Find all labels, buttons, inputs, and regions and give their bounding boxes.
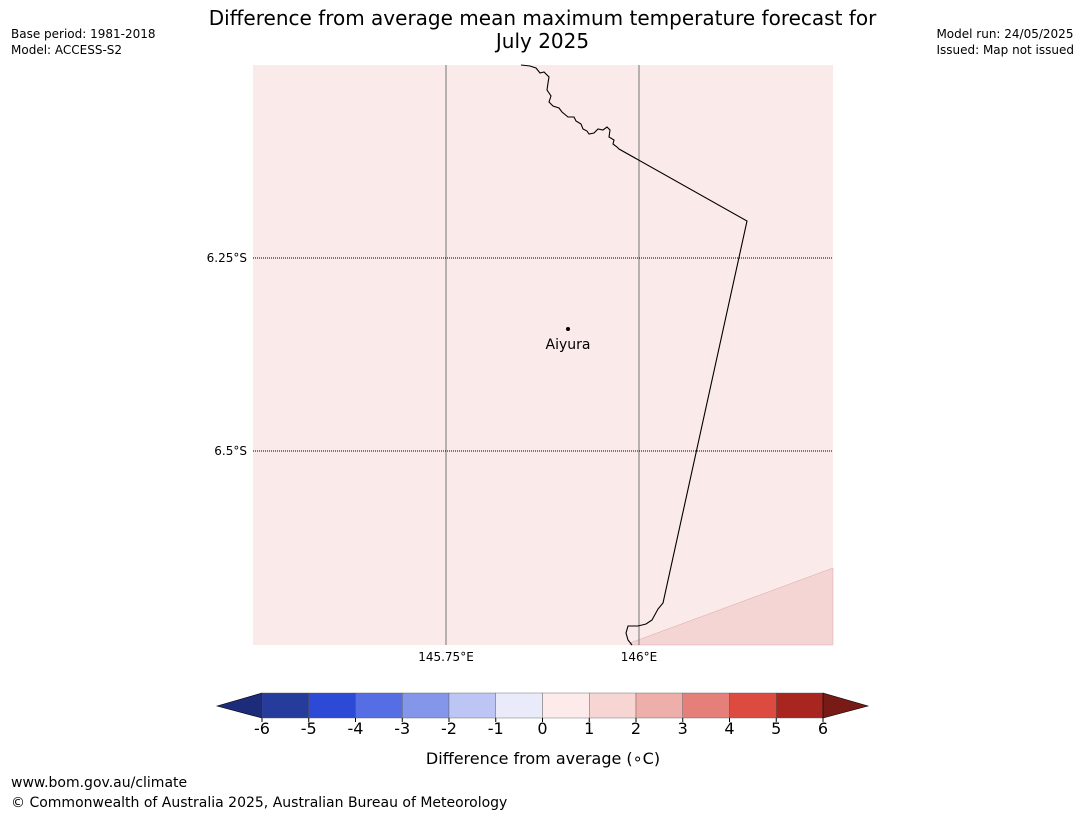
colorbar-tick-label: 3 (678, 719, 688, 738)
colorbar-tick-label: -2 (441, 719, 457, 738)
lat-label-6-25: 6.25°S (207, 251, 247, 265)
colorbar-bin (542, 692, 590, 719)
colorbar-tick-label: -6 (254, 719, 270, 738)
colorbar-low-extend (215, 692, 263, 719)
model-name: Model: ACCESS-S2 (11, 43, 123, 57)
meta-right: Model run: 24/05/2025 Issued: Map not is… (936, 26, 1074, 58)
aiyura-marker (566, 327, 570, 331)
colorbar-bin (729, 692, 777, 719)
colorbar-high-extend (822, 692, 870, 719)
colorbar-tick-label: 6 (818, 719, 828, 738)
colorbar: -6 -5 -4 -3 -2 -1 0 1 2 3 4 5 6 Difference from aver… (215, 692, 870, 768)
warmer-anomaly-zone (629, 567, 834, 646)
colorbar-tick-label: 0 (537, 719, 547, 738)
model-run: Model run: 24/05/2025 (936, 27, 1074, 41)
colorbar-tick-label: -4 (348, 719, 364, 738)
lat-label-6-5: 6.5°S (214, 444, 247, 458)
colorbar-bin (776, 692, 824, 719)
colorbar-bin (355, 692, 403, 719)
colorbar-tick-label: 4 (724, 719, 734, 738)
base-period: Base period: 1981-2018 (11, 27, 156, 41)
colorbar-bin (589, 692, 637, 719)
coastline-border (520, 64, 748, 646)
colorbar-tick-label: -5 (301, 719, 317, 738)
colorbar-tick-label: 1 (584, 719, 594, 738)
colorbar-bin (402, 692, 450, 719)
colorbar-bin (308, 692, 356, 719)
colorbar-label: Difference from average (∘C) (426, 749, 660, 768)
colorbar-tick-label: 2 (631, 719, 641, 738)
colorbar-bin (635, 692, 683, 719)
colorbar-bin (261, 692, 309, 719)
colorbar-bin (448, 692, 496, 719)
map-background (253, 65, 833, 645)
lon-label-146: 146°E (621, 650, 658, 664)
colorbar-tick-label: -1 (488, 719, 504, 738)
colorbar-tick-label: -3 (394, 719, 410, 738)
page-title: Difference from average mean maximum tem… (170, 7, 915, 53)
map-panel: Aiyura 6.25°S 6.5°S 145.75°E 146°E (207, 64, 834, 664)
colorbar-tick-label: 5 (771, 719, 781, 738)
lon-label-145-75: 145.75°E (418, 650, 474, 664)
title-line-2: July 2025 (495, 29, 590, 53)
colorbar-bin (495, 692, 543, 719)
colorbar-bin (682, 692, 730, 719)
footer-copyright: © Commonwealth of Australia 2025, Austra… (11, 795, 508, 811)
footer-url[interactable]: www.bom.gov.au/climate (11, 775, 188, 791)
meta-left: Base period: 1981-2018 Model: ACCESS-S2 (11, 26, 156, 58)
issued-status: Issued: Map not issued (936, 43, 1074, 57)
aiyura-label: Aiyura (546, 337, 591, 353)
title-line-1: Difference from average mean maximum tem… (208, 6, 877, 30)
